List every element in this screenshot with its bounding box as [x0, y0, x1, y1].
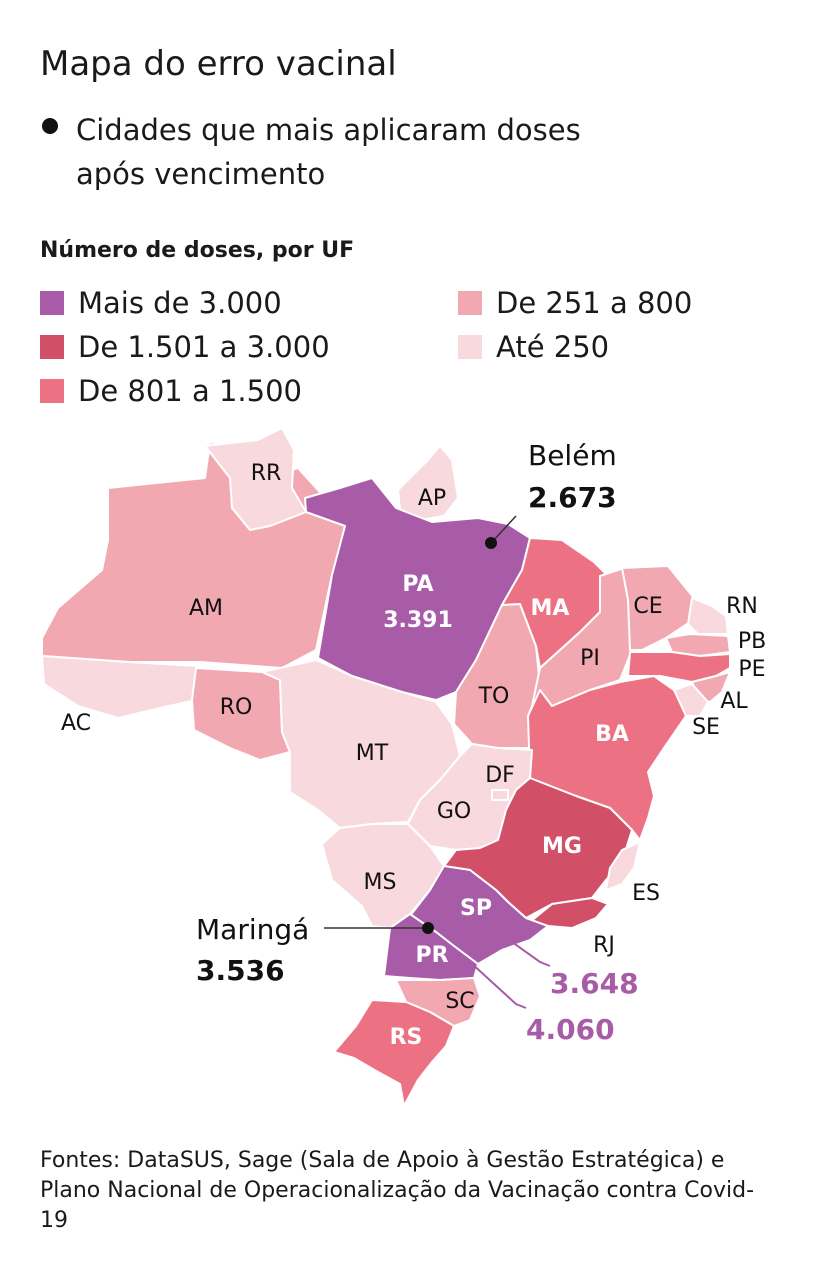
legend-item-up-to-250: Até 250: [458, 330, 609, 364]
state-label-pb: PB: [738, 629, 766, 654]
state-label-ma: MA: [531, 596, 570, 621]
state-label-ms: MS: [364, 870, 397, 895]
belem-dot: [485, 537, 497, 549]
state-label-ac: AC: [61, 711, 91, 736]
state-rs: [333, 999, 455, 1107]
state-label-rj: RJ: [593, 933, 615, 958]
state-label-se: SE: [692, 715, 720, 740]
city-value-belem: 2.673: [528, 481, 617, 514]
legend-label: De 801 a 1.500: [78, 374, 302, 408]
state-label-pi: PI: [580, 646, 600, 671]
state-label-es: ES: [632, 881, 660, 906]
state-rn: [687, 597, 729, 635]
state-label-df: DF: [485, 763, 515, 788]
map-title: Mapa do erro vacinal: [40, 44, 397, 84]
city-value-maringa: 3.536: [196, 954, 285, 987]
state-label-go: GO: [437, 799, 471, 824]
state-label-pe: PE: [738, 657, 765, 682]
legend-swatch: [40, 335, 64, 359]
state-label-sc: SC: [445, 989, 474, 1014]
belem-leader-line: [491, 515, 517, 543]
legend-label: De 251 a 800: [496, 286, 693, 320]
state-label-mg: MG: [542, 834, 582, 859]
city-name-belem: Belém: [528, 439, 617, 472]
brazil-map: RR AP AM CE RN PB PE AL SE PI TO AC RO M…: [41, 427, 766, 1107]
legend-label: Mais de 3.000: [78, 286, 282, 320]
city-name-maringa: Maringá: [196, 913, 309, 946]
state-label-ro: RO: [220, 695, 253, 720]
state-pr: [383, 913, 479, 981]
legend-swatch: [458, 291, 482, 315]
state-ac: [41, 655, 199, 719]
legend-item-over-3000: Mais de 3.000: [40, 286, 282, 320]
state-label-to: TO: [478, 684, 510, 709]
state-label-pa: PA: [402, 572, 433, 597]
state-es: [605, 841, 641, 891]
state-label-sp: SP: [460, 896, 492, 921]
state-df: [491, 789, 509, 801]
sp-callout-line: [497, 931, 551, 967]
state-label-ba: BA: [595, 722, 629, 747]
maringa-dot: [422, 922, 434, 934]
legend-item-251-800: De 251 a 800: [458, 286, 692, 320]
state-label-ap: AP: [418, 486, 446, 511]
pr-callout-value: 4.060: [526, 1013, 615, 1046]
state-label-pr: PR: [415, 943, 448, 968]
legend-item-801-1500: De 801 a 1.500: [40, 374, 302, 408]
map-subtitle: Cidades que mais aplicaram doses após ve…: [76, 113, 581, 191]
state-label-am: AM: [189, 596, 223, 621]
state-pe: [627, 651, 731, 683]
state-label-rs: RS: [390, 1025, 423, 1050]
state-label-rn: RN: [726, 594, 758, 619]
state-label-mt: MT: [356, 741, 389, 766]
pr-callout-line: [469, 961, 527, 1009]
state-label-ce: CE: [633, 594, 662, 619]
legend-label: De 1.501 a 3.000: [78, 330, 330, 364]
state-value-pa: 3.391: [383, 608, 453, 633]
legend-swatch: [458, 335, 482, 359]
state-label-rr: RR: [251, 461, 282, 486]
sp-callout-value: 3.648: [550, 967, 639, 1000]
legend-swatch: [40, 291, 64, 315]
source-note: Fontes: DataSUS, Sage (Sala de Apoio à G…: [40, 1148, 755, 1233]
legend-label: Até 250: [496, 330, 610, 364]
state-label-al: AL: [720, 689, 748, 714]
state-am: [41, 441, 363, 669]
legend-swatch: [40, 379, 64, 403]
legend-item-1501-3000: De 1.501 a 3.000: [40, 330, 330, 364]
city-dot-icon: [42, 118, 58, 134]
legend-title: Número de doses, por UF: [40, 238, 355, 263]
